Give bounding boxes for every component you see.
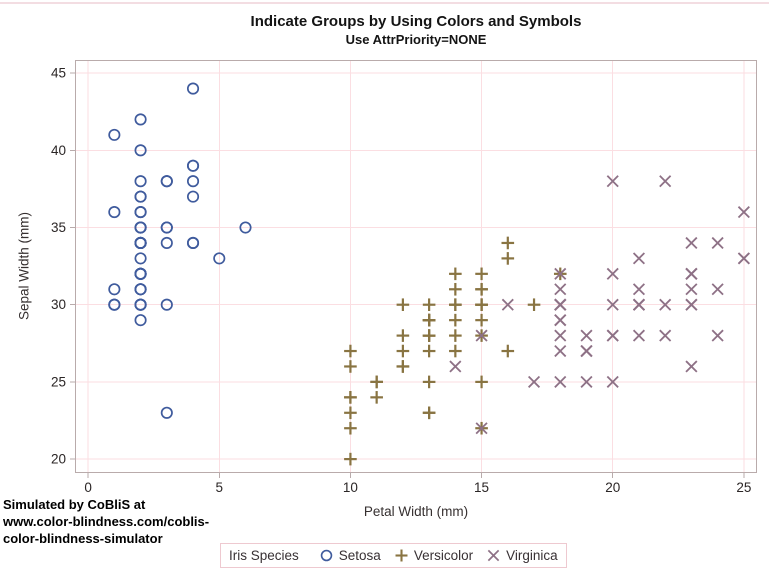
- chart-title: Indicate Groups by Using Colors and Symb…: [250, 13, 582, 30]
- y-tick-label: 25: [51, 374, 66, 389]
- circle-marker-icon: [319, 548, 334, 563]
- plus-marker-icon: [394, 548, 409, 563]
- x-axis-label: Petal Width (mm): [363, 504, 469, 519]
- legend-entry-virginica: Virginica: [486, 548, 558, 563]
- x-tick-label: 5: [216, 480, 224, 495]
- series-virginica: [449, 175, 750, 435]
- plot-area: 0 5 10 15 20 25 20 25 30 35 40 45: [51, 60, 757, 495]
- plot-frame: [75, 60, 757, 473]
- series-setosa: [108, 82, 252, 419]
- watermark-line-2: www.color-blindness.com/coblis-: [3, 514, 210, 529]
- legend-title: Iris Species: [229, 548, 299, 563]
- watermark-line-1: Simulated by CoBliS at: [3, 497, 146, 512]
- chart-subtitle: Use AttrPriority=NONE: [345, 32, 487, 47]
- legend: Iris Species Setosa Versicolor Virginica: [220, 543, 567, 568]
- x-tick-label: 10: [343, 480, 358, 495]
- top-border-line: [0, 2, 769, 4]
- y-tick-label: 40: [51, 143, 66, 158]
- legend-entry-label: Versicolor: [413, 548, 474, 563]
- watermark: Simulated by CoBliS at www.color-blindne…: [3, 496, 209, 547]
- legend-entry-label: Virginica: [506, 548, 558, 563]
- legend-entry-versicolor: Versicolor: [394, 548, 473, 563]
- series-versicolor: [344, 236, 567, 466]
- y-axis-label: Sepal Width (mm): [16, 211, 32, 321]
- legend-entry-label: Setosa: [338, 548, 381, 563]
- x-marker-icon: [486, 548, 501, 563]
- legend-entry-setosa: Setosa: [319, 548, 381, 563]
- y-tick-label: 35: [51, 220, 66, 235]
- x-tick-label: 15: [474, 480, 489, 495]
- watermark-line-3: color-blindness-simulator: [3, 531, 163, 546]
- x-tick-label: 0: [84, 480, 92, 495]
- y-tick-label: 20: [51, 452, 66, 467]
- y-tick-label: 45: [51, 66, 66, 81]
- y-tick-label: 30: [51, 297, 66, 312]
- x-tick-label: 20: [605, 480, 620, 495]
- x-tick-label: 25: [736, 480, 751, 495]
